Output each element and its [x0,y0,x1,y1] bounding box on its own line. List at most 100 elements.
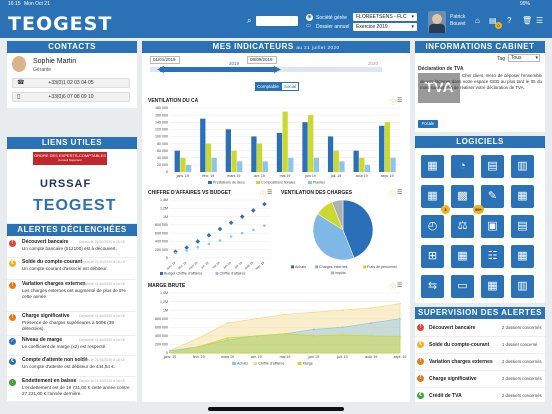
supervision-icon: ! [417,324,424,331]
help-icon[interactable]: ? [507,16,512,25]
bar [205,143,212,172]
home-indicator[interactable] [208,407,344,411]
chart2-info-icon[interactable]: ⓘ [260,192,267,198]
bar [262,161,268,172]
document-icon[interactable]: ▤ [481,155,504,178]
sheet-icon[interactable]: ▦ [481,275,504,298]
messages-icon[interactable]: ▤ [489,16,497,25]
alert-item[interactable]: ! Variation charges externes Depuis le 2… [7,280,135,312]
calculator-icon[interactable]: ▦ [421,155,444,178]
exercice-select[interactable]: Exercice 2019 ▾ [353,23,417,31]
grid-icon[interactable]: ▩ [451,185,474,208]
tag-select[interactable]: Tous ▾ [508,54,540,62]
toggle-comptable[interactable]: Comptable [255,82,281,91]
safe-icon[interactable]: ◔ [451,155,474,178]
legend-swatch [308,181,312,184]
focale-button[interactable]: Focale [418,120,438,128]
ca-point [196,245,200,249]
x-tick-label: sept. 19 [394,355,407,359]
chart4-menu-icon[interactable]: ☰ [397,283,403,289]
article-body: Cher client, merci de déposer l'ensemble… [420,73,542,90]
date-end[interactable]: 08/09/2019 [247,56,277,64]
societe-select[interactable]: FLOREETSENS - FLC ▾ [353,13,417,21]
area-point [169,349,171,352]
alert-title: Découvert bancaire [22,239,69,245]
trash-icon[interactable]: 🗑 [522,16,533,25]
timeline-handle-left[interactable] [157,66,164,73]
alert-item[interactable]: ✓ Niveau de marge Depuis le 21/10/2020 à… [7,336,135,356]
factory-icon[interactable]: ▦ [451,245,474,268]
supervision-title-text: Découvert bancaire [429,325,476,331]
toggle-social[interactable]: Social [281,82,299,91]
x-tick-label: sept. 19 [381,174,394,178]
org-icon[interactable]: ⊞ [421,245,444,268]
card-icon[interactable]: ▭ [451,275,474,298]
table-icon[interactable]: ▣ [481,215,504,238]
indicateurs-header: MES INDICATEURS au 21 juillet 2020 [142,41,410,53]
tile-badge-3: 3 [441,205,450,214]
phone-icon: ☎ [17,80,25,86]
chart4-info-icon[interactable]: ⓘ [390,285,397,291]
article-title[interactable]: Déclaration de TVA [418,66,464,72]
x-tick-label: sept. 19 [254,260,265,270]
calendar-icon[interactable]: ▤ [511,215,534,238]
scale-icon[interactable]: ⚖ [451,215,474,238]
timeline-range[interactable] [160,67,276,72]
budget-point [195,239,201,244]
chart-icon[interactable]: ▥ [511,275,534,298]
pen-icon[interactable]: ✎ [481,185,504,208]
chart3-info-icon[interactable]: ⓘ [390,192,397,198]
alert-item[interactable]: ↓ Endettement en baisse Depuis le 21/10/… [7,377,135,402]
search-input[interactable] [256,16,298,26]
alert-item[interactable]: € Compte d'attente non soldé Depuis le 2… [7,356,135,377]
chart1-menu-icon[interactable]: ☰ [397,98,403,104]
book-icon[interactable]: ▥ [511,155,534,178]
pie-slice [342,199,374,259]
menu-icon[interactable]: ☰ [536,16,544,25]
y-tick-label: 80 000 [157,142,168,146]
chart2-menu-icon[interactable]: ☰ [267,190,273,196]
ca-point [174,251,177,255]
supervision-row[interactable] [415,372,545,388]
chart3-svg: Achats Charges externes Frais de personnel… [291,199,397,275]
link-ordre-experts[interactable]: ORDRE DES EXPERTS-COMPTABLES Conseil Supé… [33,152,107,165]
map-icon[interactable]: ▦ [511,245,534,268]
date-start[interactable]: 01/01/2019 [150,56,180,64]
pie-slice [312,213,355,261]
timeline-handle-right[interactable] [274,66,281,73]
alert-item[interactable]: ! Charge significative Depuis le 21/10/2… [7,312,135,336]
search-icon[interactable]: ⌕ [247,16,252,25]
phone-landline[interactable]: ☎ +33(0)1 02 03 04 05 [12,78,130,88]
supervision-row[interactable] [415,355,545,371]
area-point [197,345,200,348]
list-icon[interactable]: ☷ [481,245,504,268]
chart1-info-icon[interactable]: ⓘ [390,100,397,106]
x-tick-label: mai 19 [211,260,221,269]
user-avatar[interactable] [428,11,446,33]
supervision-row[interactable] [415,389,545,405]
transfer-icon[interactable]: ⇆ [421,275,444,298]
legend-swatch [253,362,258,365]
area-point [226,337,229,339]
supervision-row[interactable] [415,321,545,337]
timer-icon[interactable]: ◴ [421,215,444,238]
printer-icon[interactable]: ▦ [421,185,444,208]
supervision-row[interactable] [415,338,545,354]
x-tick-label: févr. 19 [177,260,187,270]
chart3-menu-icon[interactable]: ☰ [397,190,403,196]
link-teogest[interactable]: TEOGEST [33,197,117,214]
teogest-logo[interactable]: TEOGEST [8,13,113,35]
alert-title: Niveau de marge [22,337,63,343]
alert-body: Un compte bancaire (512100) est à découv… [22,246,117,251]
x-tick-label: août 19 [356,174,368,178]
user-name[interactable]: Patrick Bouvet [450,14,466,27]
y-tick-label: 180 000 [155,106,168,110]
liens-title: LIENS UTILES [7,137,137,149]
alert-item[interactable]: € Solde du compte-courant Depuis le 21/1… [7,258,135,280]
phone-mobile[interactable]: ▯ +33(0)6 07 08 09 10 [12,92,130,102]
building-icon[interactable]: ▦ [511,185,534,208]
alert-item[interactable]: ! Découvert bancaire Depuis le 21/10/202… [7,238,135,258]
home-icon[interactable]: ⌂ [475,16,480,25]
link-urssaf[interactable]: URSSAF [40,178,92,190]
x-tick-label: janv. 19 [176,174,189,178]
